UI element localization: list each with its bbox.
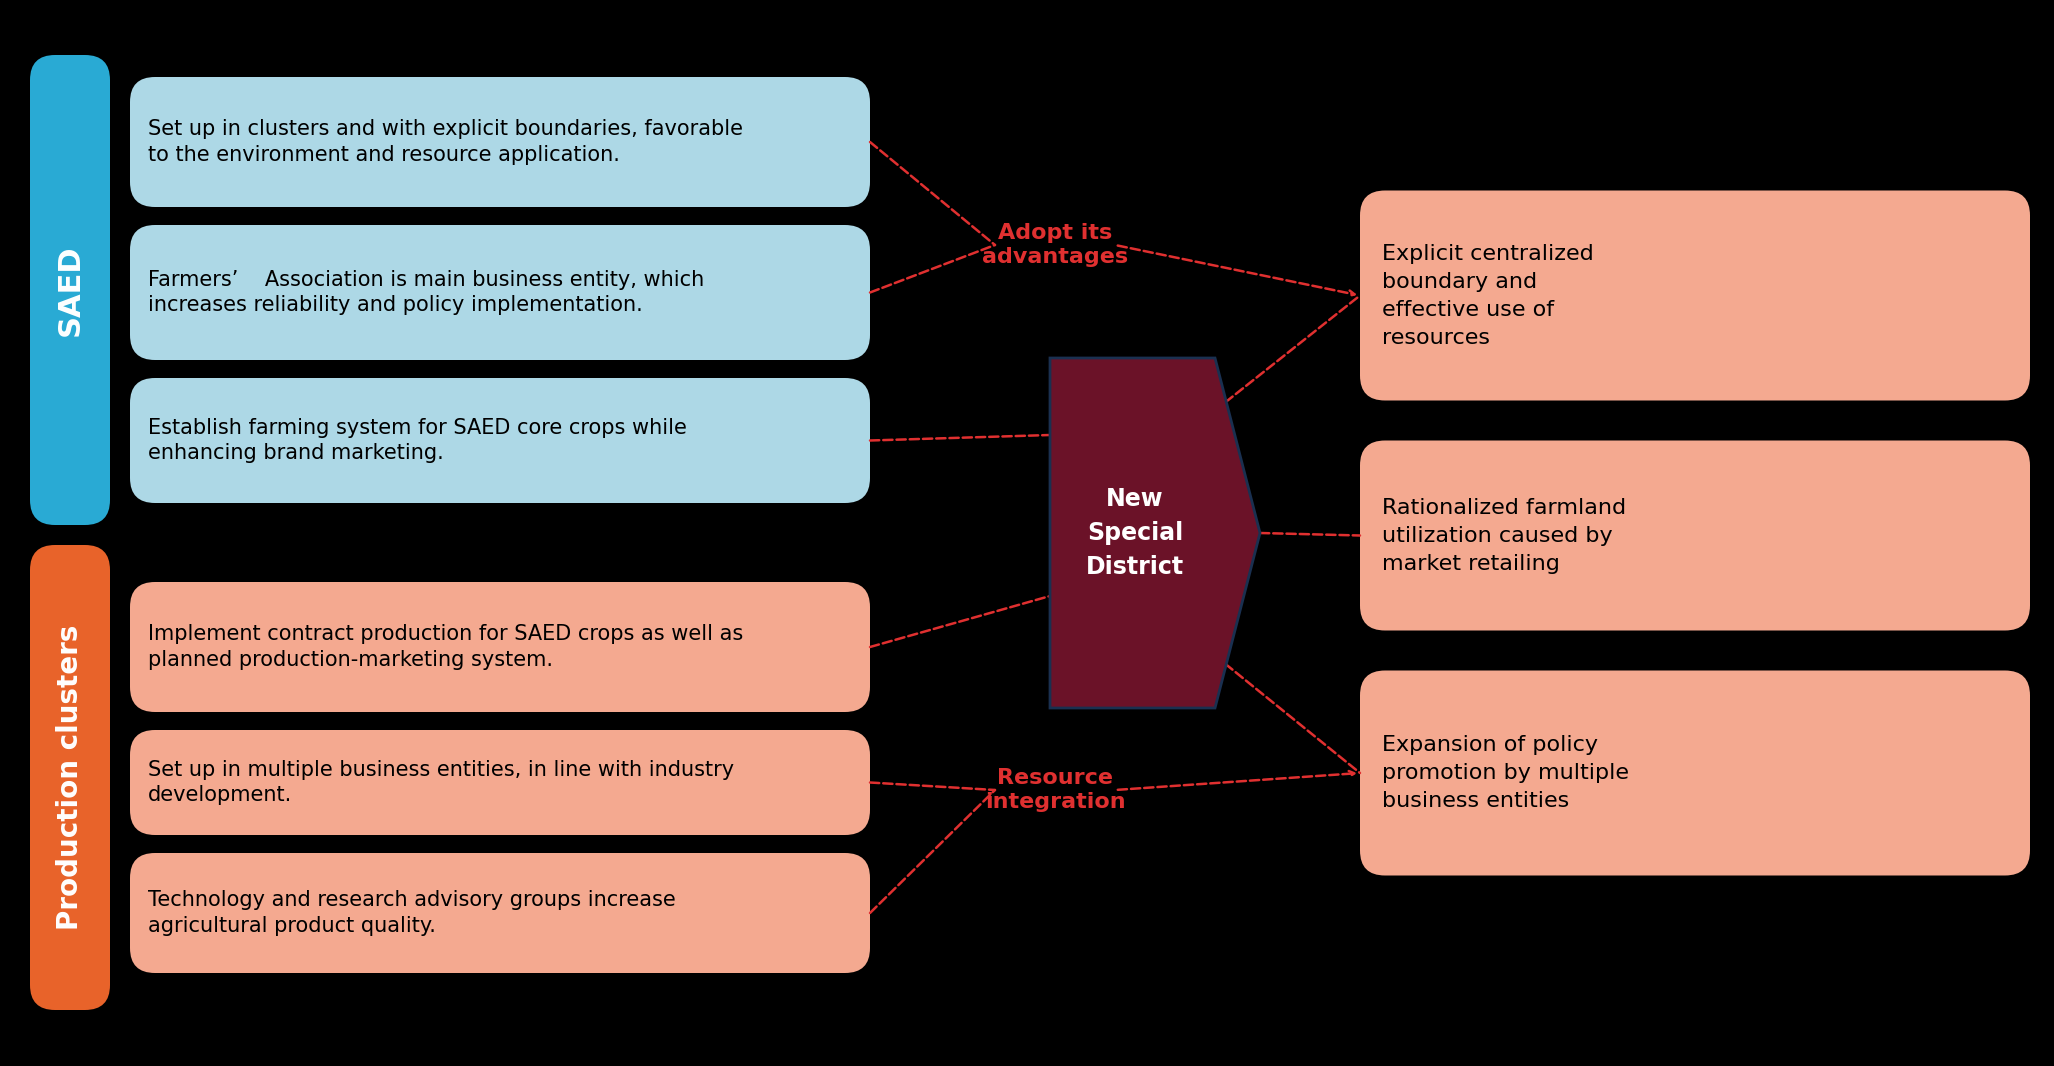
FancyBboxPatch shape	[1360, 671, 2029, 875]
Text: Farmers’    Association is main business entity, which
increases reliability and: Farmers’ Association is main business en…	[148, 270, 705, 316]
FancyBboxPatch shape	[129, 77, 871, 207]
Text: Establish farming system for SAED core crops while
enhancing brand marketing.: Establish farming system for SAED core c…	[148, 418, 686, 464]
Text: Production clusters: Production clusters	[55, 625, 84, 931]
Text: Explicit centralized
boundary and
effective use of
resources: Explicit centralized boundary and effect…	[1382, 243, 1594, 348]
FancyBboxPatch shape	[129, 730, 871, 835]
Text: Implement contract production for SAED crops as well as
planned production-marke: Implement contract production for SAED c…	[148, 625, 744, 669]
Text: Rationalized farmland
utilization caused by
market retailing: Rationalized farmland utilization caused…	[1382, 498, 1627, 574]
Polygon shape	[1050, 358, 1259, 708]
Text: Expansion of policy
promotion by multiple
business entities: Expansion of policy promotion by multipl…	[1382, 734, 1629, 811]
Text: SAED: SAED	[55, 244, 84, 336]
FancyBboxPatch shape	[1360, 191, 2029, 401]
FancyBboxPatch shape	[129, 225, 871, 360]
FancyBboxPatch shape	[31, 545, 111, 1010]
Text: Set up in clusters and with explicit boundaries, favorable
to the environment an: Set up in clusters and with explicit bou…	[148, 119, 744, 165]
FancyBboxPatch shape	[129, 853, 871, 973]
Text: Adopt its
advantages: Adopt its advantages	[982, 223, 1128, 268]
FancyBboxPatch shape	[1360, 440, 2029, 630]
FancyBboxPatch shape	[129, 582, 871, 712]
FancyBboxPatch shape	[129, 378, 871, 503]
Text: Set up in multiple business entities, in line with industry
development.: Set up in multiple business entities, in…	[148, 760, 733, 805]
Text: Technology and research advisory groups increase
agricultural product quality.: Technology and research advisory groups …	[148, 890, 676, 936]
Text: Resource
integration: Resource integration	[984, 768, 1126, 812]
FancyBboxPatch shape	[31, 55, 111, 524]
Text: New
Special
District: New Special District	[1087, 487, 1183, 579]
